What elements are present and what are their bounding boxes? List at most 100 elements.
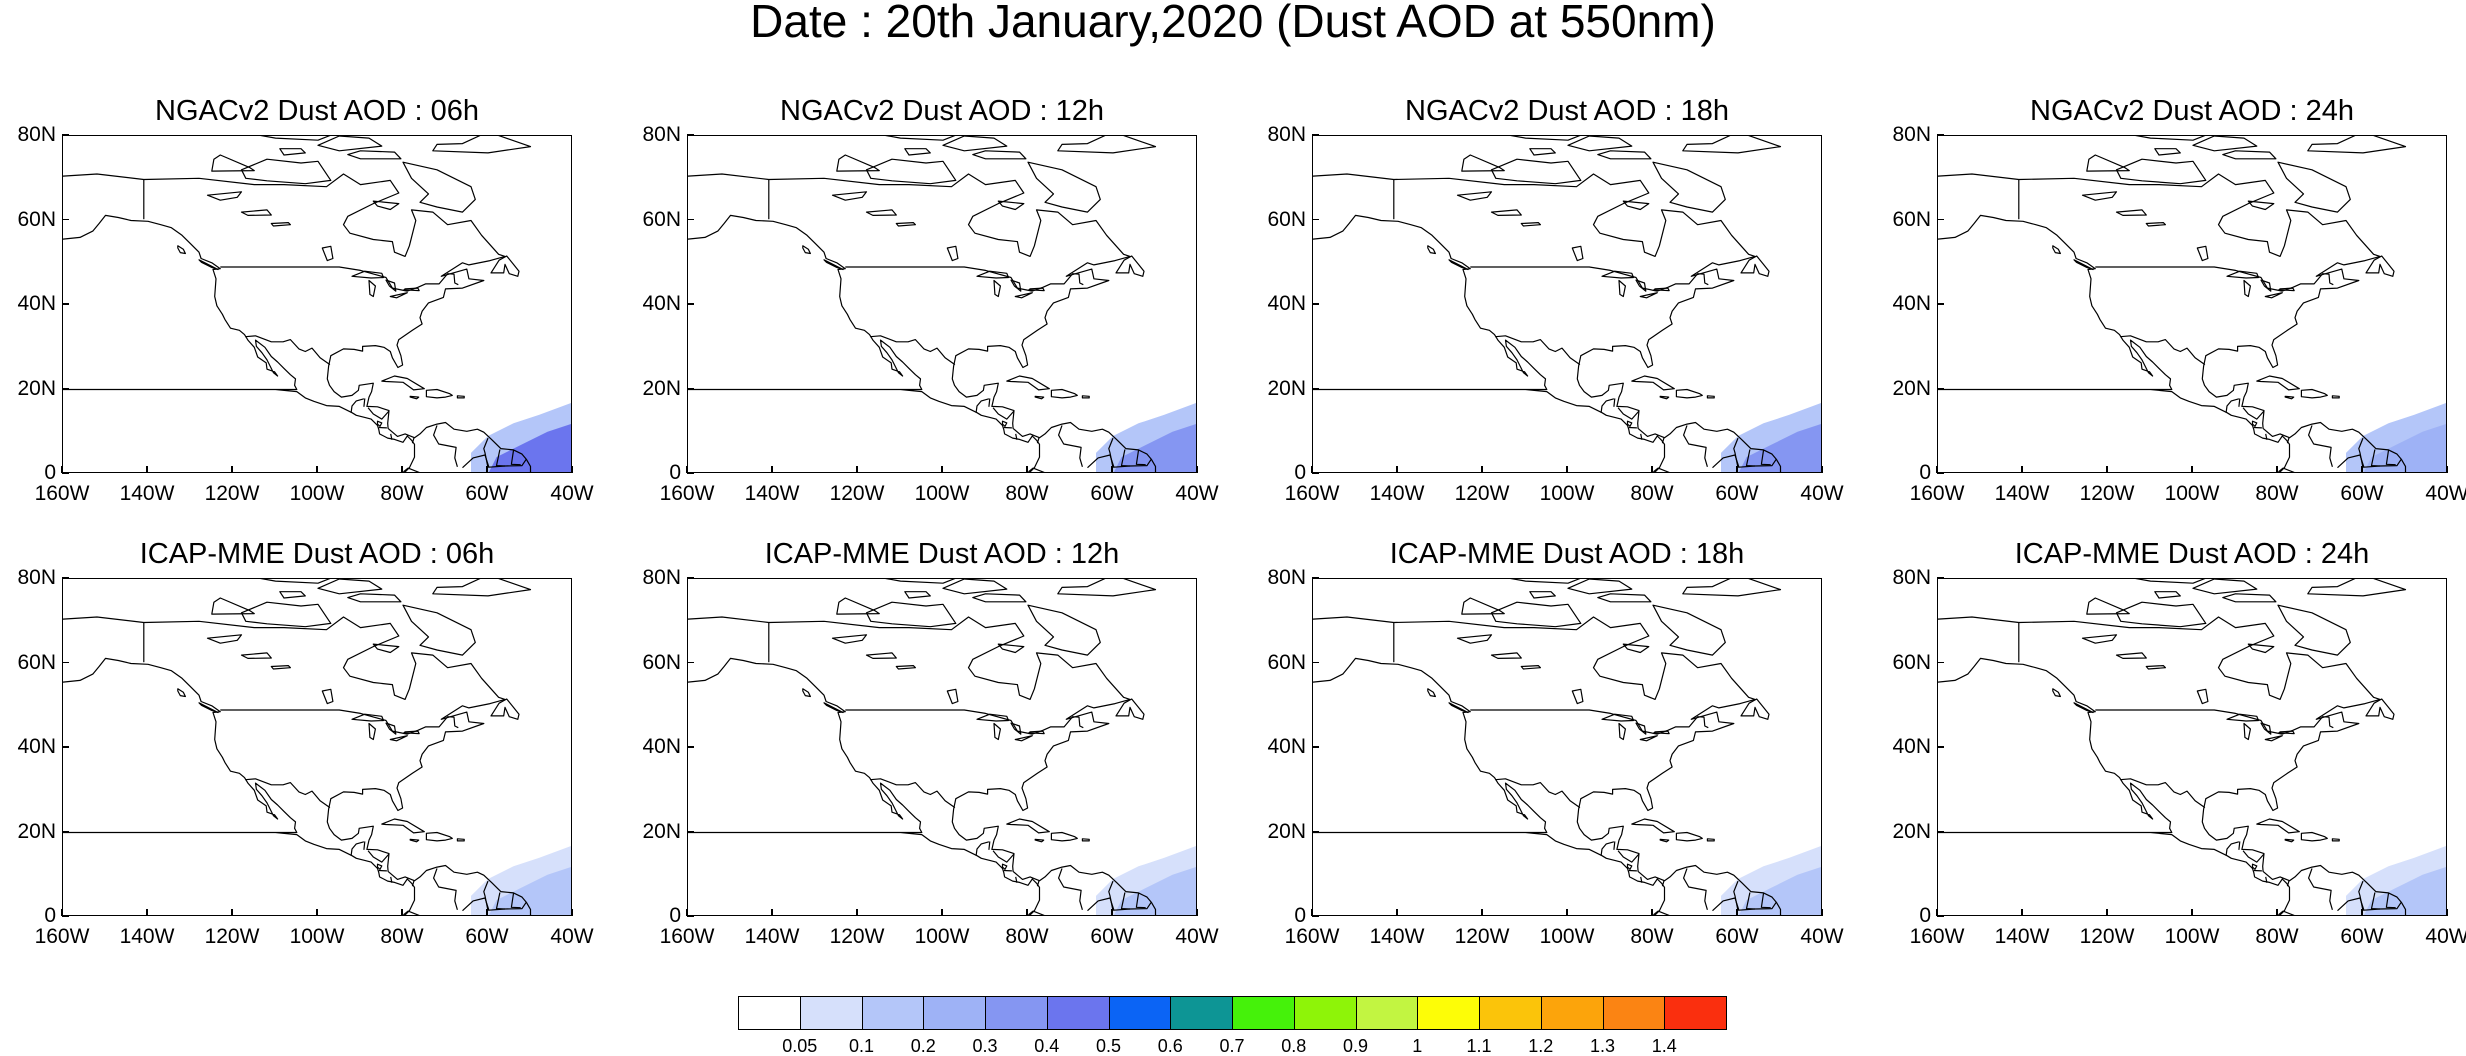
lon-tick-label: 40W	[1175, 925, 1219, 948]
country-border	[1760, 450, 1771, 466]
lat-tick-label: 40N	[642, 735, 681, 758]
panel-title: ICAP-MME Dust AOD : 12h	[764, 538, 1120, 570]
country-border	[1470, 709, 1709, 735]
country-border	[1661, 437, 1665, 444]
lake-outline	[389, 735, 408, 742]
lon-tick	[486, 466, 488, 473]
island-outline	[1652, 161, 1726, 213]
country-border	[2385, 450, 2396, 466]
lat-tick	[687, 830, 694, 833]
lat-tick	[1312, 661, 1319, 664]
lake-outline	[1653, 730, 1670, 735]
island-outline	[1567, 136, 1633, 152]
country-border	[245, 335, 331, 366]
island-outline	[1490, 158, 1582, 185]
island-outline	[1675, 831, 1703, 842]
map-canvas	[63, 136, 571, 472]
lon-tick-label: 140W	[119, 482, 175, 505]
country-border	[390, 876, 393, 883]
lake-outline	[1618, 722, 1626, 741]
map-canvas	[1938, 579, 2446, 915]
island-outline	[1740, 698, 1770, 720]
map-frame	[687, 578, 1197, 916]
lake-outline	[1618, 279, 1626, 298]
country-border	[870, 778, 956, 809]
country-border	[1661, 880, 1665, 887]
country-border	[2225, 841, 2240, 856]
country-border	[1036, 880, 1040, 887]
lake-outline	[1456, 191, 1493, 201]
island-outline	[1597, 150, 1652, 160]
lake-outline	[1490, 209, 1522, 217]
lon-tick-label: 40W	[2425, 925, 2466, 948]
lake-outline	[385, 722, 397, 735]
lake-outline	[1601, 270, 1635, 279]
lat-tick-label: 60N	[642, 207, 681, 231]
colorbar-label: 1.2	[1528, 1036, 1554, 1056]
lat-tick-label: 80N	[642, 123, 681, 146]
coastline	[688, 616, 1157, 915]
panel-title: ICAP-MME Dust AOD : 06h	[139, 538, 495, 570]
island-outline	[2256, 375, 2300, 391]
country-border	[2242, 407, 2265, 420]
island-outline	[2192, 579, 2258, 595]
lon-tick-label: 100W	[1539, 925, 1595, 948]
lon-tick-label: 40W	[550, 925, 594, 948]
lon-tick-label: 140W	[119, 925, 175, 948]
lon-tick-label: 60W	[2340, 482, 2384, 505]
lon-tick	[316, 909, 318, 916]
country-border	[1712, 454, 1777, 469]
country-border	[1495, 778, 1581, 809]
dust-plume-core	[1739, 866, 1821, 915]
lake-outline	[2226, 713, 2260, 722]
lake-outline	[1456, 634, 1493, 644]
lake-outline	[2264, 292, 2283, 299]
country-border	[992, 850, 1015, 863]
map-frame	[1937, 578, 2447, 916]
lat-tick	[1937, 746, 1944, 748]
lat-tick-label: 0	[44, 904, 56, 927]
lon-tick	[771, 466, 773, 473]
country-border	[2286, 880, 2290, 887]
island-outline	[1682, 579, 1782, 597]
country-border	[403, 910, 420, 915]
colorbar-label: 0.6	[1157, 1036, 1183, 1056]
lon-tick-label: 140W	[1369, 482, 1425, 505]
lake-outline	[2264, 735, 2283, 742]
lat-tick	[1937, 218, 1944, 221]
lon-tick	[401, 466, 403, 473]
country-border	[510, 450, 521, 466]
lon-tick	[1111, 466, 1113, 473]
lake-outline	[831, 634, 868, 644]
coastline	[1313, 173, 1782, 472]
country-border	[870, 335, 956, 366]
lake-outline	[1653, 287, 1670, 292]
lat-tick-label: 40N	[1892, 292, 1931, 315]
colorbar-swatch	[1232, 996, 1295, 1030]
country-border	[1712, 897, 1777, 912]
lat-tick-label: 60N	[1267, 650, 1306, 674]
lon-tick-label: 40W	[1175, 482, 1219, 505]
lon-tick	[1651, 909, 1653, 916]
lat-tick-label: 60N	[17, 650, 56, 674]
lake-outline	[2251, 863, 2258, 870]
lon-tick	[856, 466, 858, 473]
island-outline	[456, 838, 465, 842]
lat-tick	[1937, 830, 1944, 833]
colorbar-swatch	[738, 996, 801, 1030]
lon-tick-label: 160W	[34, 482, 90, 505]
lon-tick-label: 120W	[829, 482, 885, 505]
island-outline	[972, 150, 1027, 160]
map-canvas	[1313, 579, 1821, 915]
country-border	[1135, 893, 1146, 909]
country-border	[1028, 910, 1045, 915]
island-outline	[2331, 838, 2340, 842]
country-border	[992, 407, 1015, 420]
panel-title: NGACv2 Dust AOD : 06h	[155, 95, 479, 127]
island-outline	[997, 643, 1025, 654]
country-border	[1760, 893, 1771, 909]
lake-outline	[403, 287, 420, 292]
lon-tick-label: 100W	[914, 482, 970, 505]
island-outline	[2284, 395, 2295, 400]
lon-tick-label: 80W	[1005, 482, 1049, 505]
